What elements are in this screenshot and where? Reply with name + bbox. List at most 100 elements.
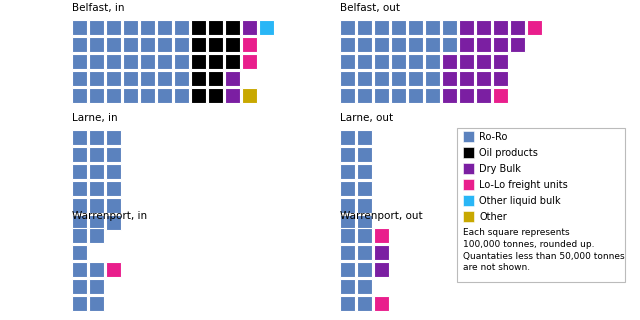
FancyBboxPatch shape [357,88,372,103]
FancyBboxPatch shape [340,54,355,69]
FancyBboxPatch shape [340,130,355,145]
FancyBboxPatch shape [191,71,206,86]
Text: Each square represents
100,000 tonnes, rounded up.
Quantaties less than 50,000 t: Each square represents 100,000 tonnes, r… [463,228,625,272]
FancyBboxPatch shape [357,262,372,277]
FancyBboxPatch shape [493,88,508,103]
FancyBboxPatch shape [72,215,87,230]
FancyBboxPatch shape [374,88,389,103]
FancyBboxPatch shape [463,211,474,222]
FancyBboxPatch shape [391,20,406,35]
FancyBboxPatch shape [374,37,389,52]
FancyBboxPatch shape [463,195,474,206]
FancyBboxPatch shape [374,20,389,35]
Text: Dry Bulk: Dry Bulk [479,164,521,173]
FancyBboxPatch shape [374,245,389,260]
FancyBboxPatch shape [106,88,121,103]
FancyBboxPatch shape [425,37,440,52]
FancyBboxPatch shape [476,54,491,69]
FancyBboxPatch shape [391,71,406,86]
FancyBboxPatch shape [357,181,372,196]
FancyBboxPatch shape [225,54,240,69]
FancyBboxPatch shape [89,164,104,179]
FancyBboxPatch shape [106,54,121,69]
Text: Belfast, in: Belfast, in [72,3,125,13]
FancyBboxPatch shape [408,20,423,35]
FancyBboxPatch shape [72,147,87,162]
FancyBboxPatch shape [174,54,189,69]
FancyBboxPatch shape [476,88,491,103]
FancyBboxPatch shape [476,37,491,52]
FancyBboxPatch shape [357,37,372,52]
FancyBboxPatch shape [89,130,104,145]
FancyBboxPatch shape [208,54,223,69]
FancyBboxPatch shape [140,71,155,86]
FancyBboxPatch shape [510,20,525,35]
FancyBboxPatch shape [191,54,206,69]
FancyBboxPatch shape [157,20,172,35]
FancyBboxPatch shape [459,54,474,69]
FancyBboxPatch shape [123,88,138,103]
FancyBboxPatch shape [425,71,440,86]
FancyBboxPatch shape [174,37,189,52]
FancyBboxPatch shape [340,181,355,196]
FancyBboxPatch shape [72,262,87,277]
FancyBboxPatch shape [425,20,440,35]
FancyBboxPatch shape [391,37,406,52]
FancyBboxPatch shape [123,37,138,52]
FancyBboxPatch shape [463,131,474,142]
FancyBboxPatch shape [242,37,257,52]
Text: Belfast, out: Belfast, out [340,3,400,13]
FancyBboxPatch shape [459,88,474,103]
FancyBboxPatch shape [459,37,474,52]
FancyBboxPatch shape [340,20,355,35]
FancyBboxPatch shape [157,37,172,52]
FancyBboxPatch shape [72,88,87,103]
FancyBboxPatch shape [510,37,525,52]
FancyBboxPatch shape [208,88,223,103]
FancyBboxPatch shape [340,215,355,230]
FancyBboxPatch shape [123,54,138,69]
FancyBboxPatch shape [493,54,508,69]
FancyBboxPatch shape [391,54,406,69]
FancyBboxPatch shape [208,20,223,35]
FancyBboxPatch shape [191,88,206,103]
FancyBboxPatch shape [123,20,138,35]
FancyBboxPatch shape [191,37,206,52]
Text: Larne, in: Larne, in [72,113,118,123]
Text: Warrenport, in: Warrenport, in [72,211,147,221]
Text: Warrenport, out: Warrenport, out [340,211,422,221]
FancyBboxPatch shape [72,54,87,69]
FancyBboxPatch shape [408,37,423,52]
FancyBboxPatch shape [123,71,138,86]
FancyBboxPatch shape [72,71,87,86]
FancyBboxPatch shape [157,54,172,69]
FancyBboxPatch shape [493,20,508,35]
FancyBboxPatch shape [89,262,104,277]
FancyBboxPatch shape [89,37,104,52]
FancyBboxPatch shape [493,71,508,86]
FancyBboxPatch shape [72,164,87,179]
FancyBboxPatch shape [157,88,172,103]
FancyBboxPatch shape [242,88,257,103]
Text: Other: Other [479,212,507,221]
FancyBboxPatch shape [174,71,189,86]
FancyBboxPatch shape [225,20,240,35]
FancyBboxPatch shape [259,20,274,35]
FancyBboxPatch shape [106,20,121,35]
FancyBboxPatch shape [106,130,121,145]
FancyBboxPatch shape [391,88,406,103]
FancyBboxPatch shape [357,20,372,35]
FancyBboxPatch shape [442,71,457,86]
FancyBboxPatch shape [340,279,355,294]
FancyBboxPatch shape [357,147,372,162]
FancyBboxPatch shape [89,279,104,294]
FancyBboxPatch shape [140,88,155,103]
FancyBboxPatch shape [89,54,104,69]
FancyBboxPatch shape [340,37,355,52]
FancyBboxPatch shape [89,215,104,230]
Text: Lo-Lo freight units: Lo-Lo freight units [479,180,568,189]
FancyBboxPatch shape [89,147,104,162]
FancyBboxPatch shape [457,128,625,282]
FancyBboxPatch shape [106,164,121,179]
FancyBboxPatch shape [140,54,155,69]
